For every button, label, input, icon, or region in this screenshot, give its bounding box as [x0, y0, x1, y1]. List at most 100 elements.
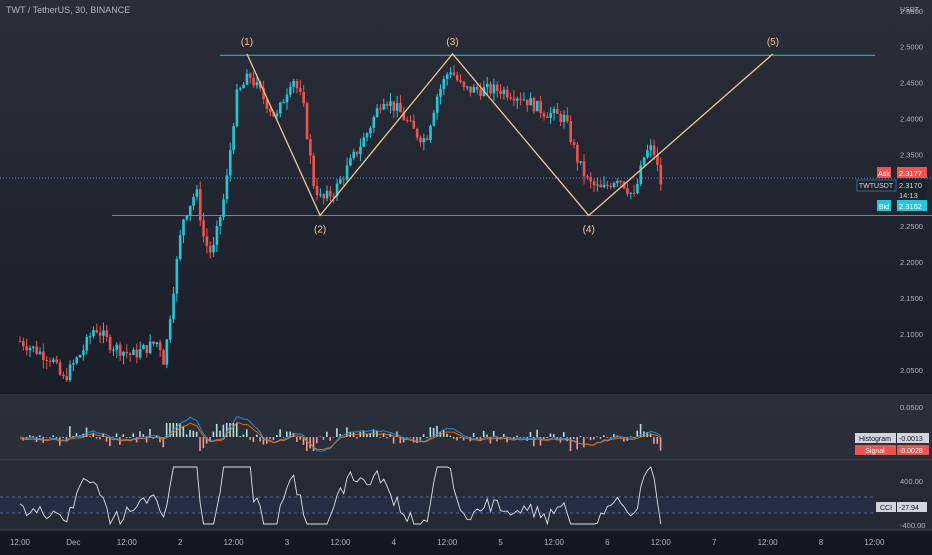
- macd-bar: [62, 437, 64, 439]
- macd-bar: [416, 437, 418, 444]
- time-tick-label: 12:00: [10, 538, 31, 547]
- candle-body: [315, 186, 319, 196]
- candle-body: [445, 74, 449, 79]
- macd-bar: [526, 437, 528, 441]
- candle-body: [245, 73, 249, 85]
- candle-body: [232, 126, 235, 151]
- candle-body: [295, 81, 299, 89]
- time-tick-label: 2: [178, 538, 183, 547]
- candle-body: [218, 216, 222, 226]
- macd-tick-label: 0.0500: [900, 403, 923, 412]
- candle-body: [168, 319, 172, 340]
- price-tick-label: 2.5000: [900, 43, 923, 52]
- macd-bar: [392, 437, 395, 444]
- macd-bar: [496, 437, 498, 442]
- macd-bar: [429, 427, 432, 437]
- macd-bar: [245, 429, 248, 437]
- macd-bar: [536, 429, 538, 437]
- macd-bar: [432, 427, 435, 437]
- candle-body: [552, 109, 556, 113]
- macd-bar: [139, 431, 141, 437]
- macd-bar: [389, 433, 392, 437]
- macd-bar: [653, 437, 655, 444]
- macd-bar: [326, 431, 328, 437]
- macd-bar: [336, 428, 338, 437]
- candle-body: [379, 108, 382, 110]
- macd-bar: [286, 431, 288, 437]
- macd-bar: [39, 435, 41, 437]
- candle-body: [262, 88, 265, 100]
- macd-bar: [422, 434, 425, 437]
- macd-pane: [0, 396, 932, 460]
- cci-band: [0, 497, 875, 513]
- candle-body: [215, 225, 219, 245]
- price-tick-label: 2.4000: [900, 115, 923, 124]
- macd-bar: [142, 434, 145, 437]
- macd-bar: [456, 437, 458, 441]
- candle-body: [425, 138, 429, 140]
- time-tick-label: 4: [392, 538, 397, 547]
- macd-bar: [322, 437, 325, 440]
- macd-bar: [95, 437, 98, 439]
- candle-body: [309, 139, 312, 156]
- candle-body: [459, 80, 462, 82]
- candle-body: [439, 88, 442, 97]
- candle-body: [616, 180, 619, 183]
- candle-body: [529, 98, 532, 106]
- macd-bar: [452, 437, 455, 439]
- candle-body: [502, 89, 506, 95]
- macd-bar: [115, 433, 118, 437]
- macd-bar: [312, 437, 315, 451]
- macd-bar: [185, 434, 188, 437]
- time-tick-label: 3: [285, 538, 290, 547]
- macd-bar: [539, 437, 542, 446]
- macd-bar: [135, 437, 138, 443]
- bid-tag: [877, 200, 891, 211]
- macd-bar: [372, 429, 375, 437]
- candle-body: [299, 88, 302, 92]
- candle-body: [432, 112, 436, 126]
- candle-body: [108, 337, 112, 351]
- macd-bar: [199, 437, 201, 451]
- candle-body: [252, 77, 255, 86]
- time-tick-label: Dec: [66, 538, 80, 547]
- cci-line: [19, 466, 662, 526]
- candle-body: [659, 164, 663, 185]
- candle-body: [225, 175, 229, 200]
- candle-body: [122, 351, 125, 356]
- candle-body: [505, 89, 509, 98]
- macd-bar: [55, 437, 58, 439]
- candle-body: [32, 346, 35, 348]
- ask-tag: [877, 167, 891, 178]
- candle-body: [452, 72, 456, 76]
- candle-body: [339, 179, 342, 184]
- candle-body: [325, 190, 329, 199]
- macd-bar: [215, 423, 218, 437]
- price-tick-label: 2.1500: [900, 294, 923, 303]
- candle-body: [319, 194, 322, 196]
- macd-bar: [469, 437, 472, 442]
- macd-bar: [122, 434, 125, 437]
- candle-body: [302, 91, 305, 104]
- candle-body: [489, 83, 492, 94]
- price-tick-label: 2.2000: [900, 258, 923, 267]
- ask-value-tag: [897, 167, 927, 178]
- candle-body: [409, 120, 412, 122]
- candle-body: [542, 113, 546, 117]
- macd-bar: [155, 435, 158, 437]
- candle-body: [382, 103, 386, 110]
- last-price-box: [897, 180, 927, 201]
- candle-body: [656, 155, 659, 165]
- macd-label-name: Histogram: [859, 436, 891, 443]
- candle-body: [238, 88, 242, 90]
- candle-body: [208, 245, 212, 253]
- bid-value-tag: [897, 200, 927, 211]
- macd-bar: [272, 437, 275, 441]
- macd-bar: [192, 430, 195, 437]
- candle-body: [142, 345, 145, 350]
- candle-body: [128, 353, 132, 355]
- time-tick-label: 7: [712, 538, 717, 547]
- macd-bar: [92, 432, 95, 437]
